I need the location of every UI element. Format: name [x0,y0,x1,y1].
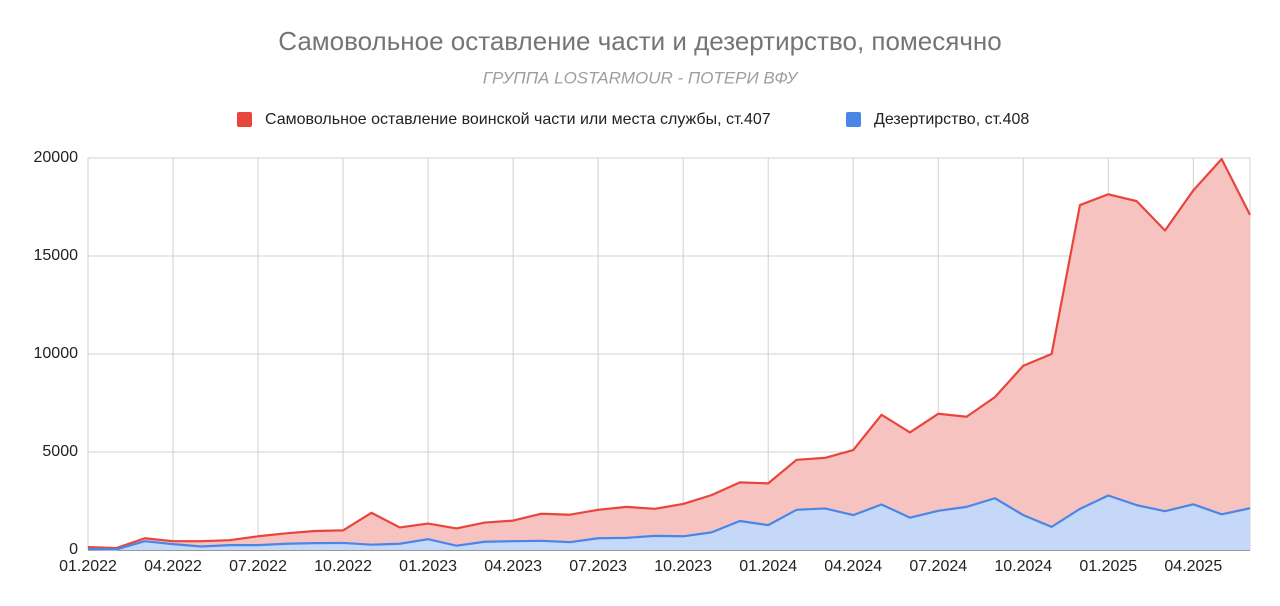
chart-subtitle: ГРУППА LOSTARMOUR - ПОТЕРИ ВФУ [483,68,800,87]
area-line [87,157,1251,550]
x-tick-label: 01.2024 [739,558,797,575]
y-tick-label: 5000 [42,443,78,460]
x-tick-label: 10.2024 [994,558,1052,575]
x-tick-label: 04.2022 [144,558,202,575]
y-tick-label: 20000 [34,149,79,166]
legend-swatch [237,112,252,127]
x-tick-label: 04.2024 [824,558,882,575]
legend-swatch [846,112,861,127]
area-fill [88,495,1250,550]
x-tick-label: 04.2023 [484,558,542,575]
area-fill [88,158,1250,551]
y-tick-label: 15000 [34,247,79,264]
x-tick-label: 10.2022 [314,558,372,575]
x-tick-label: 07.2022 [229,558,287,575]
legend-label: Дезертирство, ст.408 [874,111,1029,128]
x-tick-label: 01.2025 [1079,558,1137,575]
y-tick-label: 0 [69,541,78,558]
area-line [87,494,1251,551]
x-tick-label: 07.2023 [569,558,627,575]
x-tick-label: 07.2024 [909,558,967,575]
chart-title: Самовольное оставление части и дезертирс… [278,26,1001,56]
x-tick-label: 01.2023 [399,558,457,575]
x-tick-label: 01.2022 [59,558,117,575]
y-tick-label: 10000 [34,345,79,362]
x-tick-label: 10.2023 [654,558,712,575]
legend-label: Самовольное оставление воинской части ил… [265,111,771,128]
x-tick-label: 04.2025 [1164,558,1222,575]
